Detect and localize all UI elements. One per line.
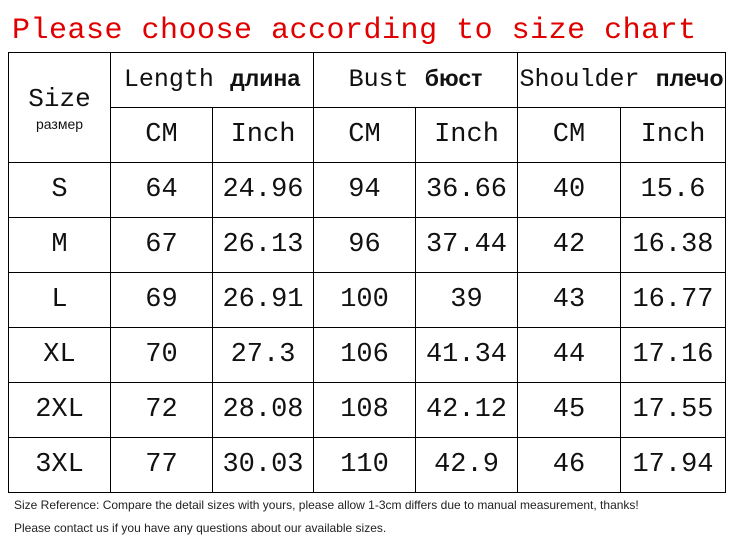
data-row: XL 70 27.3 106 41.34 44 17.16 — [8, 327, 726, 383]
value-cell: 96 — [313, 217, 416, 273]
data-row: M 67 26.13 96 37.44 42 16.38 — [8, 217, 726, 273]
value-cell: 64 — [110, 162, 213, 218]
title: Please choose according to size chart — [12, 14, 697, 48]
value-cell: 69 — [110, 272, 213, 328]
value-cell: 100 — [313, 272, 416, 328]
group-header: Shoulder плечо — [517, 52, 726, 108]
group-label-ru: плечо — [655, 65, 724, 91]
value-cell: 16.77 — [620, 272, 726, 328]
value-cell: 106 — [313, 327, 416, 383]
size-label: Size — [28, 83, 91, 114]
unit-header: Inch — [212, 107, 314, 163]
size-cell: S — [8, 162, 111, 218]
group-header: Bust бюст — [313, 52, 518, 108]
value-cell: 39 — [415, 272, 518, 328]
size-table: Size размер Length длина Bust бюст Shoulder … — [8, 52, 726, 493]
value-cell: 42 — [517, 217, 621, 273]
unit-header: Inch — [620, 107, 726, 163]
value-cell: 46 — [517, 437, 621, 493]
value-cell: 15.6 — [620, 162, 726, 218]
group-label: Shoulder — [519, 65, 640, 94]
value-cell: 77 — [110, 437, 213, 493]
group-label-ru: длина — [230, 65, 301, 91]
data-row: 2XL 72 28.08 108 42.12 45 17.55 — [8, 382, 726, 438]
value-cell: 37.44 — [415, 217, 518, 273]
value-cell: 70 — [110, 327, 213, 383]
unit-header: CM — [517, 107, 621, 163]
value-cell: 17.16 — [620, 327, 726, 383]
value-cell: 41.34 — [415, 327, 518, 383]
group-header: Length длина — [110, 52, 314, 108]
value-cell: 94 — [313, 162, 416, 218]
data-row: S 64 24.96 94 36.66 40 15.6 — [8, 162, 726, 218]
data-row: 3XL 77 30.03 110 42.9 46 17.94 — [8, 437, 726, 493]
size-cell: M — [8, 217, 111, 273]
value-cell: 40 — [517, 162, 621, 218]
size-label-ru: размер — [35, 115, 84, 132]
value-cell: 28.08 — [212, 382, 314, 438]
note: Size Reference: Compare the detail sizes… — [14, 498, 639, 512]
value-cell: 26.91 — [212, 272, 314, 328]
value-cell: 44 — [517, 327, 621, 383]
value-cell: 67 — [110, 217, 213, 273]
note: Please contact us if you have any questi… — [14, 521, 387, 535]
value-cell: 43 — [517, 272, 621, 328]
value-cell: 17.94 — [620, 437, 726, 493]
value-cell: 30.03 — [212, 437, 314, 493]
unit-header: CM — [313, 107, 416, 163]
size-cell: L — [8, 272, 111, 328]
value-cell: 45 — [517, 382, 621, 438]
value-cell: 108 — [313, 382, 416, 438]
group-label: Bust — [348, 65, 409, 94]
value-cell: 16.38 — [620, 217, 726, 273]
value-cell: 42.12 — [415, 382, 518, 438]
size-cell: XL — [8, 327, 111, 383]
value-cell: 110 — [313, 437, 416, 493]
group-label: Length — [123, 65, 214, 94]
size-header: Size размер — [8, 52, 111, 163]
value-cell: 27.3 — [212, 327, 314, 383]
header-row: Size размер Length длина Bust бюст Shoulder … — [8, 52, 726, 163]
unit-header: CM — [110, 107, 213, 163]
value-cell: 24.96 — [212, 162, 314, 218]
group-label-ru: бюст — [424, 65, 483, 91]
value-cell: 17.55 — [620, 382, 726, 438]
unit-header: Inch — [415, 107, 518, 163]
value-cell: 42.9 — [415, 437, 518, 493]
size-cell: 2XL — [8, 382, 111, 438]
value-cell: 72 — [110, 382, 213, 438]
size-cell: 3XL — [8, 437, 111, 493]
value-cell: 26.13 — [212, 217, 314, 273]
data-row: L 69 26.91 100 39 43 16.77 — [8, 272, 726, 328]
unit-row: CM Inch CM Inch CM Inch — [9, 107, 726, 163]
value-cell: 36.66 — [415, 162, 518, 218]
